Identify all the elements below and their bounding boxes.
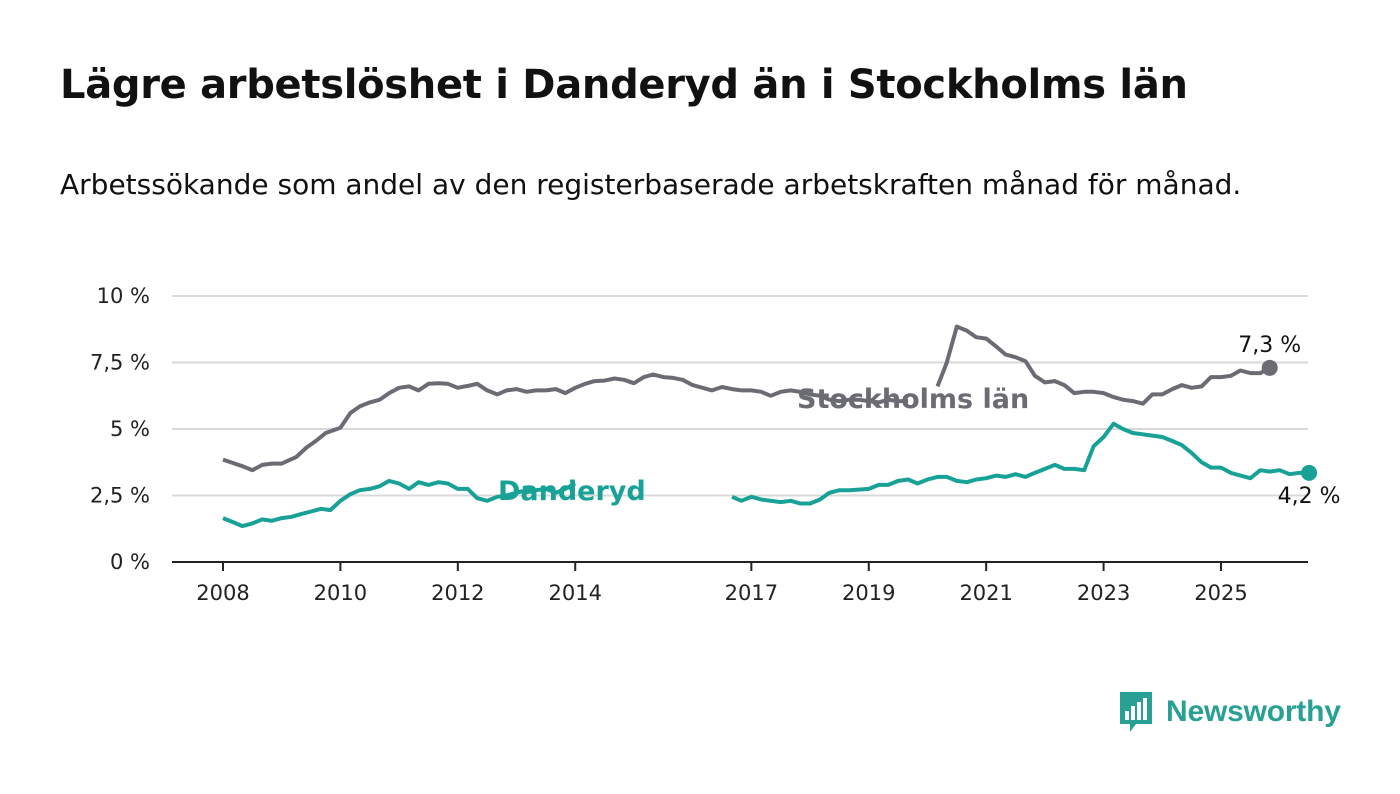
x-tick-label: 2017	[725, 581, 778, 605]
x-tick-label: 2021	[959, 581, 1012, 605]
brand-name: Newsworthy	[1166, 695, 1341, 728]
chart-title: Lägre arbetslöshet i Danderyd än i Stock…	[60, 62, 1188, 108]
series-end-dot-danderyd	[1301, 464, 1318, 481]
series-line-stockholms-lan	[222, 372, 909, 473]
series-line-danderyd	[731, 421, 1310, 506]
series-labels: Stockholms län 7,3 % Danderyd 4,2 %	[498, 333, 1341, 509]
series-label-stockholms-lan: Stockholms län	[797, 384, 1029, 415]
series-line-stockholms-lan	[935, 324, 1271, 406]
x-tick-label: 2025	[1194, 581, 1247, 605]
series-lines	[222, 324, 1318, 529]
y-tick-label: 10 %	[97, 284, 150, 308]
newsworthy-logo[interactable]: Newsworthy	[1118, 690, 1341, 734]
chart-subtitle: Arbetssökande som andel av den registerb…	[60, 168, 1242, 201]
x-tick-label: 2023	[1077, 581, 1130, 605]
y-tick-label: 5 %	[110, 417, 150, 441]
y-tick-label: 0 %	[110, 550, 150, 574]
series-end-dot-stockholms-lan	[1261, 359, 1278, 376]
y-tick-label: 7,5 %	[90, 351, 150, 375]
bar-chart-speech-bubble-icon	[1120, 692, 1152, 732]
x-axis: 2008 2010 2012 2014 2017 2019 2021 2023 2025	[172, 561, 1308, 605]
y-tick-label: 2,5 %	[90, 484, 150, 508]
end-value-stockholms-lan: 7,3 %	[1238, 333, 1301, 358]
series-line-danderyd	[222, 478, 577, 529]
y-axis-ticks: 0 % 2,5 % 5 % 7,5 % 10 %	[90, 284, 150, 574]
end-value-danderyd: 4,2 %	[1278, 484, 1341, 509]
gridlines	[172, 295, 1308, 497]
x-tick-label: 2010	[314, 581, 367, 605]
x-tick-label: 2019	[842, 581, 895, 605]
x-tick-label: 2008	[196, 581, 249, 605]
x-tick-label: 2012	[431, 581, 484, 605]
x-tick-label: 2014	[549, 581, 602, 605]
series-label-danderyd: Danderyd	[498, 476, 646, 507]
